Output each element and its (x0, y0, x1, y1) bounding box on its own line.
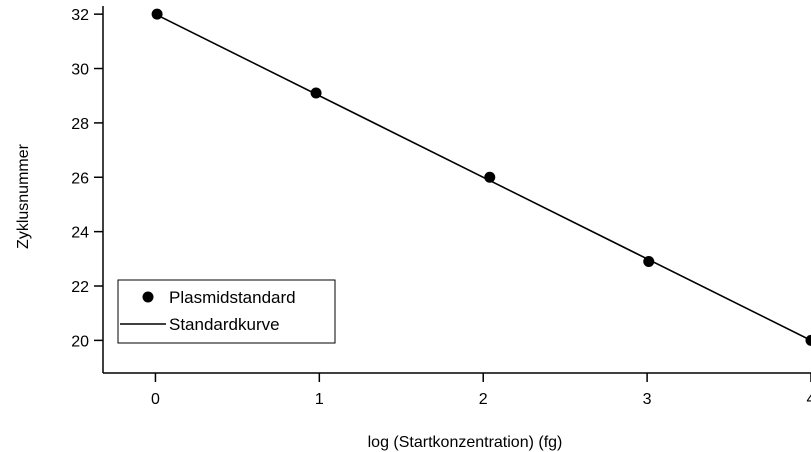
y-tick-label: 24 (71, 225, 89, 242)
y-tick-label: 20 (71, 333, 89, 350)
y-tick-label: 32 (71, 7, 89, 24)
data-point-plasmidstandard (151, 8, 163, 20)
legend-box (117, 279, 336, 344)
series-layer (151, 8, 811, 346)
x-tick-label: 4 (807, 391, 811, 408)
plot-area: 20 22 24 26 28 30 32 0 1 2 3 4 (71, 6, 811, 408)
legend-label-plasmidstandard: Plasmidstandard (169, 288, 296, 307)
y-ticks: 20 22 24 26 28 30 32 (71, 7, 103, 350)
x-axis-title: log (Startkonzentration) (fg) (368, 434, 563, 451)
data-point-plasmidstandard (643, 256, 655, 268)
y-tick-label: 22 (71, 279, 89, 296)
y-tick-label: 28 (71, 116, 89, 133)
y-axis-title: Zyklusnummer (15, 143, 32, 249)
legend: Plasmidstandard Standardkurve (117, 279, 336, 344)
x-tick-label: 2 (479, 391, 488, 408)
data-point-plasmidstandard (310, 87, 322, 99)
data-point-plasmidstandard (484, 171, 496, 183)
x-tick-label: 3 (643, 391, 652, 408)
x-ticks: 0 1 2 3 4 (151, 373, 811, 408)
data-point-plasmidstandard (805, 334, 811, 346)
x-tick-label: 0 (151, 391, 160, 408)
legend-marker-plasmidstandard (142, 291, 154, 303)
y-tick-label: 26 (71, 170, 89, 187)
y-tick-label: 30 (71, 62, 89, 79)
series-line-standardkurve (155, 13, 811, 342)
legend-label-standardkurve: Standardkurve (169, 315, 280, 334)
x-tick-label: 1 (315, 391, 324, 408)
